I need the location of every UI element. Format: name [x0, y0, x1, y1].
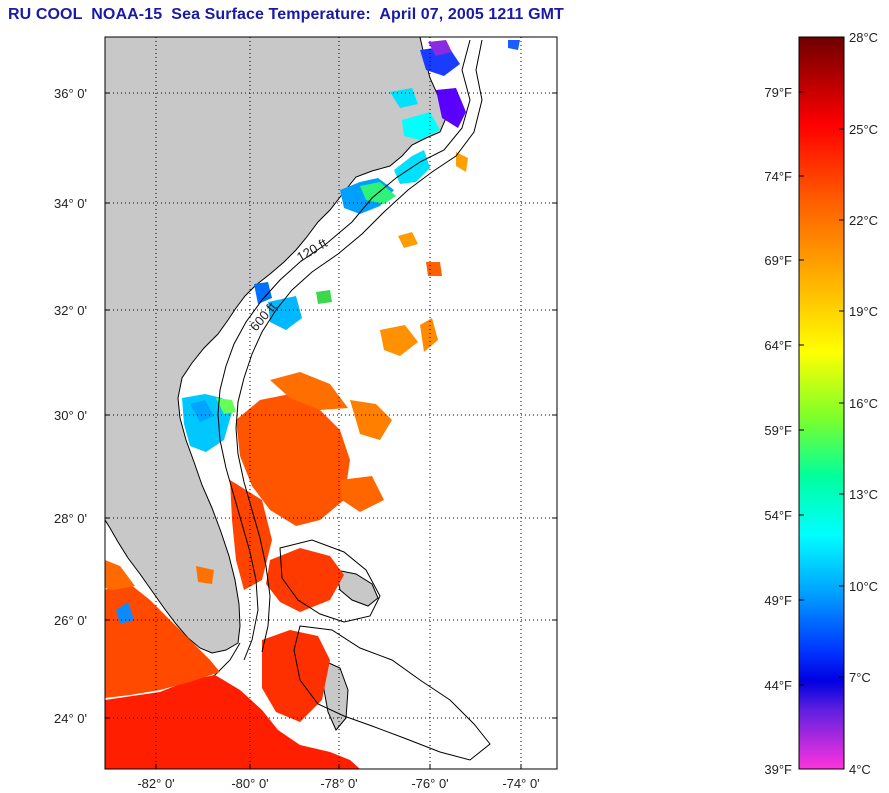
- map-panel: 120 ft 600 ft: [105, 37, 557, 769]
- cb-fahrenheit-49: 49°F: [764, 593, 792, 608]
- isobath-600ft: [235, 39, 483, 653]
- cb-celsius-19: 19°C: [849, 304, 878, 319]
- latitude-labels: 36° 0' 34° 0' 32° 0' 30° 0' 28° 0' 26° 0…: [54, 86, 87, 726]
- map-frame: [104, 36, 558, 770]
- lat-label-26: 26° 0': [54, 613, 87, 628]
- graticule: [105, 37, 557, 769]
- bahamas-bank-contour-2: [293, 625, 491, 761]
- lon-label-78: -78° 0': [320, 776, 357, 791]
- bahamas-bank-contour: [279, 539, 381, 623]
- cb-celsius-28: 28°C: [849, 30, 878, 45]
- axis-ticks: [105, 92, 557, 769]
- cb-fahrenheit-39: 39°F: [764, 762, 792, 777]
- bahamas-outline-2: [321, 659, 349, 731]
- land-mass: [105, 37, 447, 654]
- cb-celsius-4: 4°C: [849, 762, 871, 777]
- lon-label-76: -76° 0': [411, 776, 448, 791]
- cb-celsius-7: 7°C: [849, 670, 871, 685]
- cb-fahrenheit-69: 69°F: [764, 253, 792, 268]
- colorbar: 28°C 25°C 22°C 19°C 16°C 13°C 10°C 7°C 4…: [764, 30, 878, 777]
- sst-patches: [105, 152, 468, 769]
- cb-celsius-16: 16°C: [849, 396, 878, 411]
- map-title: RU COOL NOAA-15 Sea Surface Temperature:…: [8, 6, 564, 23]
- longitude-labels: -82° 0' -80° 0' -78° 0' -76° 0' -74° 0': [137, 776, 539, 791]
- lon-label-82: -82° 0': [137, 776, 174, 791]
- lat-label-28: 28° 0': [54, 511, 87, 526]
- lat-label-24: 24° 0': [54, 711, 87, 726]
- bahamas-outline-1: [335, 569, 379, 607]
- cb-celsius-10: 10°C: [849, 579, 878, 594]
- colorbar-ticks: [799, 36, 844, 686]
- colorbar-gradient: [798, 36, 845, 770]
- cb-fahrenheit-44: 44°F: [764, 678, 792, 693]
- lat-label-36: 36° 0': [54, 86, 87, 101]
- cb-fahrenheit-74: 74°F: [764, 169, 792, 184]
- lat-label-32: 32° 0': [54, 303, 87, 318]
- cb-celsius-25: 25°C: [849, 122, 878, 137]
- cb-fahrenheit-54: 54°F: [764, 508, 792, 523]
- isobath-120ft: [217, 39, 471, 661]
- lat-label-34: 34° 0': [54, 196, 87, 211]
- cb-celsius-13: 13°C: [849, 487, 878, 502]
- cb-celsius-22: 22°C: [849, 213, 878, 228]
- lat-label-30: 30° 0': [54, 408, 87, 423]
- lon-label-80: -80° 0': [231, 776, 268, 791]
- cb-fahrenheit-79: 79°F: [764, 85, 792, 100]
- lon-label-74: -74° 0': [502, 776, 539, 791]
- cb-fahrenheit-59: 59°F: [764, 423, 792, 438]
- cb-fahrenheit-64: 64°F: [764, 338, 792, 353]
